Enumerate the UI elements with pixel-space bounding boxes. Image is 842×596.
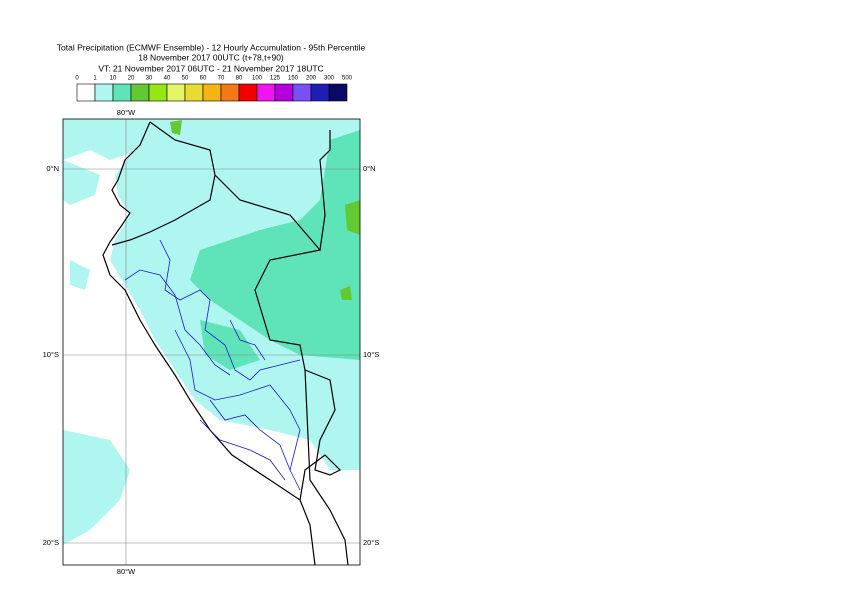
colorbar-label: 200 [306,76,317,82]
colorbar-swatch [148,83,168,102]
colorbar-label: 125 [270,76,281,82]
colorbar-swatch [112,83,132,102]
colorbar-label: 10 [110,76,117,82]
colorbar-swatch [94,83,114,102]
colorbar-label: 70 [218,76,225,82]
colorbar: 0 1 10 20 30 40 50 60 70 80 100 125 150 200 300 500 [75,76,353,102]
colorbar-label: 150 [288,76,299,82]
subtitle: 18 November 2017 00UTC (t+78,t+90) [138,52,284,62]
colorbar-label: 20 [128,76,135,82]
colorbar-swatch [274,83,294,102]
lat-label: 0°N [363,164,376,173]
colorbar-swatch [328,83,348,102]
colorbar-swatch [292,83,312,102]
colorbar-label: 30 [146,76,153,82]
colorbar-label: 50 [182,76,189,82]
colorbar-swatch [220,83,240,102]
colorbar-label: 80 [236,76,243,82]
lat-label: 20°S [363,538,379,547]
colorbar-swatch [166,83,186,102]
lat-label: 0°N [46,164,59,173]
lon-label: 80°W [117,108,136,117]
colorbar-label: 1 [93,76,97,82]
colorbar-swatch [130,83,150,102]
colorbar-swatch [238,83,258,102]
lat-label: 20°S [43,538,59,547]
map: 80°W 80°W 0°N 10°S 20°S 0°N 10°S 20°S [43,108,380,576]
colorbar-label: 40 [164,76,171,82]
lat-label: 10°S [363,350,379,359]
colorbar-swatch [310,83,330,102]
colorbar-label: 100 [252,76,263,82]
lon-label: 80°W [117,567,136,576]
valid-time: VT: 21 November 2017 06UTC - 21 November… [98,63,323,73]
colorbar-swatch [256,83,276,102]
colorbar-swatch [76,83,96,102]
colorbar-swatch [184,83,204,102]
colorbar-label: 500 [342,76,353,82]
colorbar-label: 300 [324,76,335,82]
title: Total Precipitation (ECMWF Ensemble) - 1… [57,42,366,52]
lat-label: 10°S [43,350,59,359]
colorbar-label: 60 [200,76,207,82]
colorbar-label: 0 [75,76,79,82]
colorbar-swatch [202,83,222,102]
